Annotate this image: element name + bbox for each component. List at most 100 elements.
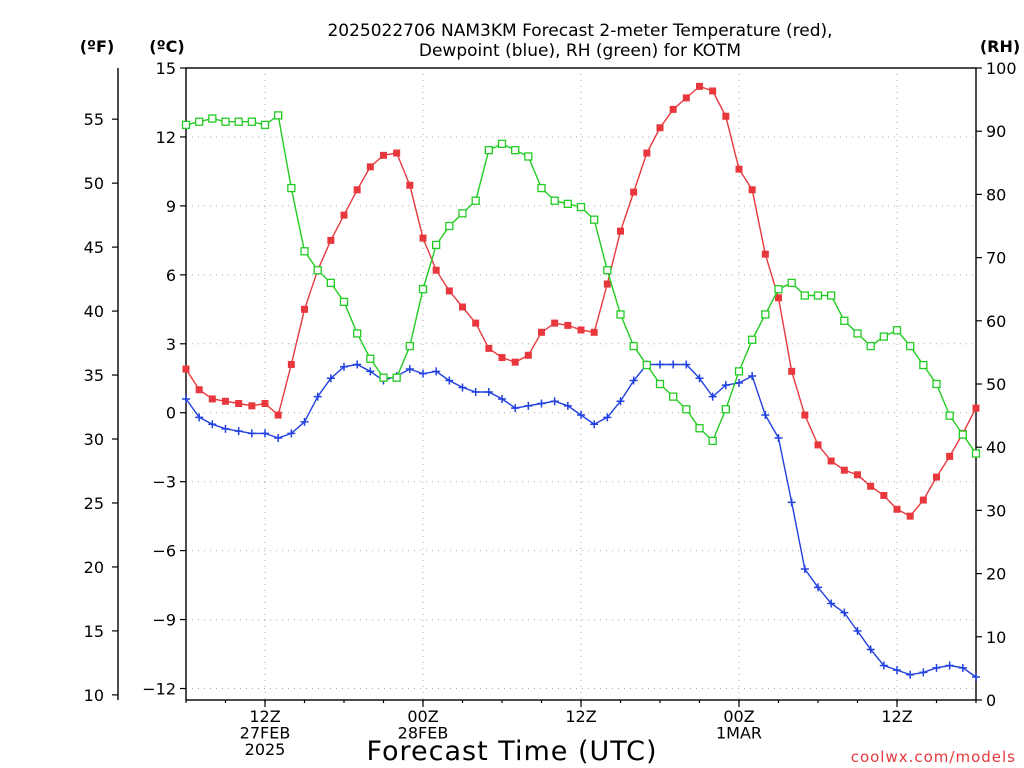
rh-point (366, 354, 375, 363)
temperature-point (682, 94, 690, 102)
dewpoint-point (221, 424, 230, 433)
f-axis-tick-label: 35 (84, 366, 104, 385)
dewpoint-point (721, 381, 730, 390)
dewpoint-point (827, 599, 836, 608)
rh-axis-tick-label: 30 (986, 501, 1006, 520)
temperature-point (722, 112, 730, 120)
temperature-point (946, 452, 954, 460)
rh-axis-tick-label: 50 (986, 375, 1006, 394)
plot-frame (185, 67, 977, 701)
temperature-point (551, 319, 559, 327)
temperature-point (590, 328, 598, 336)
dewpoint-point (774, 434, 783, 443)
rh-point (458, 209, 467, 218)
rh-point (247, 117, 256, 126)
dewpoint-point (484, 388, 493, 397)
rh-point (511, 146, 520, 155)
rh-point (669, 392, 678, 401)
dewpoint-point (695, 374, 704, 383)
dewpoint-point (735, 378, 743, 387)
temperature-point (867, 482, 875, 490)
temperature-point (274, 411, 282, 419)
dewpoint-point (353, 360, 362, 369)
x-axis-tick-label: 28FEB (398, 724, 449, 743)
dewpoint-point (234, 427, 243, 436)
temperature-point (235, 400, 243, 408)
temperature-point (353, 186, 361, 194)
rh-point (866, 341, 875, 351)
grid-lines (186, 68, 976, 700)
dewpoint-point (326, 374, 335, 383)
rh-point (616, 310, 625, 319)
rh-point (840, 316, 849, 325)
dewpoint-point (682, 360, 691, 369)
temperature-point (524, 351, 532, 359)
x-axis-tick-label: 00Z (723, 707, 754, 726)
rh-point (919, 360, 928, 370)
rh-point (432, 240, 441, 250)
dewpoint-point (419, 369, 427, 378)
dewpoint-point (498, 394, 506, 403)
dewpoint-point (932, 663, 941, 672)
temperature-point (603, 280, 611, 288)
dewpoint-point (972, 673, 980, 682)
dewpoint-point (840, 608, 849, 617)
dewpoint-point (919, 668, 928, 677)
dewpoint-point (669, 360, 678, 369)
dewpoint-series (182, 360, 980, 682)
temperature-point (748, 186, 756, 194)
f-axis-tick-label: 10 (84, 686, 104, 705)
dewpoint-point (814, 583, 822, 592)
x-axis-tick-label: 12Z (881, 707, 912, 726)
f-axis-tick-label: 30 (84, 430, 104, 449)
dewpoint-point (577, 411, 585, 420)
dewpoint-point (471, 388, 480, 397)
dewpoint-point (274, 434, 283, 443)
temperature-point (208, 395, 216, 403)
dewpoint-point (247, 429, 256, 438)
rh-axis-tick-label: 90 (986, 122, 1006, 141)
temperature-point (261, 400, 269, 408)
dewpoint-point (590, 420, 599, 429)
temperature-point (617, 227, 624, 235)
dewpoint-point (656, 360, 664, 369)
data-series (181, 82, 981, 682)
left-f-axis-unit-label: (ºF) (80, 37, 115, 56)
rh-point (497, 139, 507, 148)
temperature-point (669, 105, 677, 113)
temperature-point (972, 404, 980, 412)
rh-point (234, 117, 243, 126)
c-axis-tick-label: 12 (156, 128, 176, 147)
temperature-point (788, 367, 796, 375)
dewpoint-point (708, 392, 717, 401)
temperature-point (287, 360, 295, 368)
rh-point (853, 329, 862, 338)
rh-axis-tick-label: 20 (986, 565, 1006, 584)
dewpoint-point (748, 371, 757, 380)
temperature-point (893, 505, 901, 513)
temperature-line (185, 85, 977, 517)
rh-point (537, 183, 546, 193)
temperature-point (919, 496, 927, 504)
rh-point (300, 247, 309, 256)
rh-point (181, 120, 191, 130)
temperature-point (840, 466, 848, 474)
temperature-point (709, 87, 717, 95)
temperature-point (419, 234, 427, 242)
rh-point (945, 411, 954, 420)
rh-point (287, 183, 296, 193)
temperature-point (327, 236, 335, 244)
rh-axis-tick-label: 40 (986, 438, 1006, 457)
rh-point (603, 266, 612, 275)
temperature-point (827, 457, 835, 465)
temperature-point (906, 512, 914, 520)
rh-point (708, 436, 717, 446)
temperature-point (775, 294, 782, 302)
rh-point (971, 449, 981, 458)
rh-point (761, 310, 770, 319)
temperature-point (380, 151, 387, 159)
rh-point (655, 379, 665, 389)
c-axis-tick-label: 15 (156, 59, 176, 78)
rh-point (260, 120, 270, 130)
rh-point (734, 367, 744, 376)
